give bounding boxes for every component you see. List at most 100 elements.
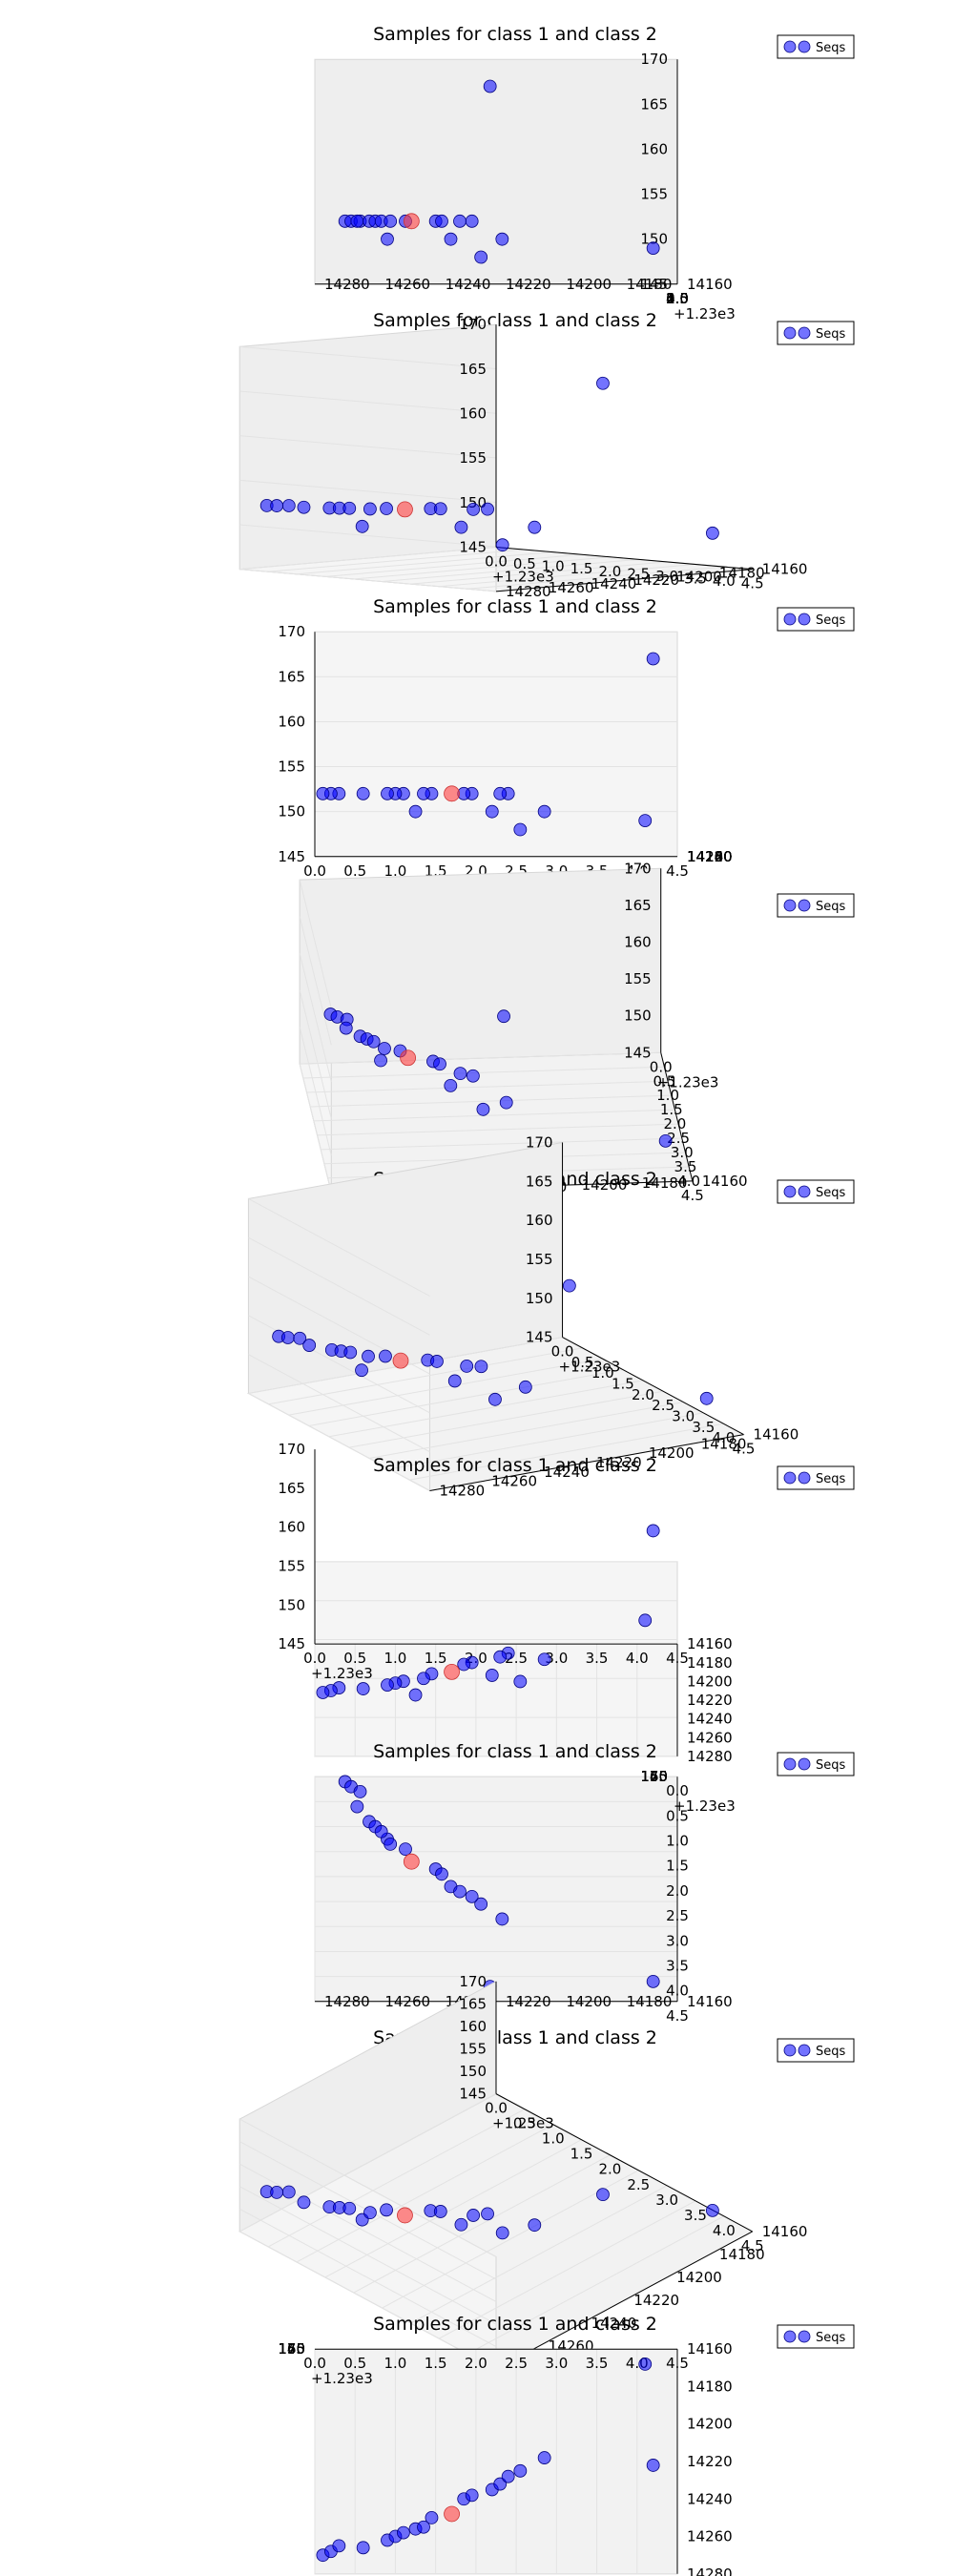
data-point: [332, 2539, 346, 2553]
y-tick-label: 14280: [439, 1482, 485, 1499]
data-point: [355, 1363, 368, 1378]
y-tick-label: 14220: [687, 848, 733, 865]
z-tick-label: 155: [278, 1558, 305, 1575]
data-point: [476, 1102, 490, 1116]
data-point: [537, 2451, 551, 2464]
y-tick-label: 14160: [687, 848, 733, 865]
data-point: [596, 376, 610, 390]
y-tick-label: 14260: [687, 2528, 733, 2545]
z-tick-label: 145: [526, 1329, 553, 1346]
x-offset-label: +1.23e3: [559, 1359, 621, 1376]
z-tick-label: 170: [459, 1973, 487, 1990]
z-tick-label: 145: [624, 1044, 652, 1061]
axis-lines: [315, 2348, 678, 2574]
legend-label: Seqs: [816, 2045, 846, 2059]
y-tick-label: 14180: [687, 2378, 733, 2395]
x-tick-label: 0.0: [303, 2355, 326, 2372]
tick-labels: 0.0 0.5 1.0 1.5 2.0 2.5 3.0 3.5 4.0 4.5 +1.23e3 145…: [459, 1973, 807, 2378]
x-tick-label: 4.5: [733, 1441, 756, 1458]
y-tick-label: 14160: [687, 276, 733, 293]
panel-2: Samples for class 1 and class 2 0.0 0.5 1.0…: [238, 310, 855, 600]
axis-lines: [314, 1449, 678, 1756]
data-point: [493, 2477, 508, 2491]
z-tick-label: 165: [624, 897, 652, 914]
z-tick-label: 160: [459, 2018, 487, 2035]
x-tick-label: 1.5: [660, 1101, 683, 1118]
x-tick-label: 0.0: [303, 1650, 326, 1667]
data-point: [339, 1021, 353, 1035]
x-tick-label: 4.0: [666, 1983, 689, 2000]
x-tick-label: 1.0: [542, 2130, 565, 2148]
data-point: [493, 786, 508, 800]
z-tick-label: 150: [624, 1008, 652, 1025]
highlight-point: [403, 213, 420, 230]
z-tick-label: 170: [640, 51, 668, 68]
data-point: [435, 1867, 448, 1881]
x-tick-label: 0.0: [485, 552, 508, 570]
z-tick-label: 150: [278, 803, 305, 821]
y-tick-label: 14260: [687, 848, 733, 865]
data-points: [259, 2185, 719, 2240]
panel-title: Samples for class 1 and class 2: [373, 2314, 657, 2335]
y-tick-label: 14220: [633, 571, 679, 589]
highlight-point: [444, 785, 460, 802]
legend: Seqs: [777, 1465, 855, 1490]
y-tick-label: 14160: [762, 561, 808, 578]
z-tick-label: 155: [459, 2041, 487, 2058]
data-point: [417, 2520, 430, 2534]
y-tick-label: 14240: [591, 2315, 637, 2332]
panel-title: Samples for class 1 and class 2: [373, 24, 657, 45]
grid: [314, 2349, 678, 2575]
data-point: [646, 1524, 660, 1538]
data-point: [483, 79, 497, 93]
data-point: [513, 822, 528, 837]
z-tick-label: 165: [278, 1480, 305, 1497]
z-tick-label: 145: [278, 2340, 305, 2358]
y-tick-label: 14280: [324, 276, 370, 293]
x-tick-label: 2.5: [652, 1397, 674, 1414]
x-tick-label: 3.0: [545, 2355, 568, 2372]
data-point: [638, 2358, 653, 2371]
x-offset-label: +1.23e3: [492, 2115, 554, 2132]
data-point: [495, 2226, 509, 2240]
z-tick-label: 145: [278, 1635, 305, 1652]
x-tick-label: 3.0: [666, 1932, 689, 1949]
y-tick-label: 14260: [384, 1993, 430, 2010]
y-tick-label: 14240: [591, 575, 637, 592]
x-tick-label: 2.5: [667, 1130, 690, 1147]
x-tick-label: 2.0: [664, 1115, 687, 1132]
z-tick-label: 165: [459, 1995, 487, 2012]
z-tick-label: 155: [278, 758, 305, 776]
x-tick-label: 3.5: [692, 1419, 715, 1436]
data-point: [350, 214, 364, 228]
axis-lines: [429, 1142, 744, 1491]
data-point: [499, 1095, 513, 1110]
panel-8: Samples for class 1 and class 2 0.0 0.5 1.0…: [238, 1973, 855, 2378]
data-point: [353, 1785, 367, 1798]
axes-panes: [246, 1141, 746, 1492]
z-tick-label: 155: [526, 1251, 553, 1268]
y-tick-label: 14200: [687, 2416, 733, 2433]
data-point: [396, 2525, 410, 2540]
z-tick-label: 160: [526, 1212, 553, 1229]
y-tick-label: 14200: [687, 848, 733, 865]
data-point: [706, 2203, 719, 2217]
data-point: [454, 520, 468, 534]
data-point: [384, 1837, 398, 1851]
x-tick-label: 2.0: [632, 1386, 654, 1403]
y-tick-label: 14280: [324, 1993, 370, 2010]
panel-6: Samples for class 1 and class 2 0.0 0.5 1.0…: [278, 1441, 855, 1765]
tick-labels: 0.0 0.5 1.0 1.5 2.0 2.5 3.0 3.5 4.0 4.5 +1.23e3 145…: [459, 316, 807, 600]
data-point: [355, 519, 369, 533]
z-tick-label: 170: [640, 1768, 668, 1785]
data-point: [466, 1069, 480, 1083]
data-point: [433, 1057, 446, 1071]
z-tick-label: 150: [640, 1768, 668, 1785]
z-tick-label: 170: [278, 623, 305, 640]
y-tick-label: 14240: [687, 2490, 733, 2507]
y-tick-label: 14220: [633, 2292, 679, 2309]
x-tick-label: 0.5: [513, 555, 536, 572]
y-tick-label: 14180: [719, 565, 765, 582]
data-point: [467, 2209, 481, 2222]
